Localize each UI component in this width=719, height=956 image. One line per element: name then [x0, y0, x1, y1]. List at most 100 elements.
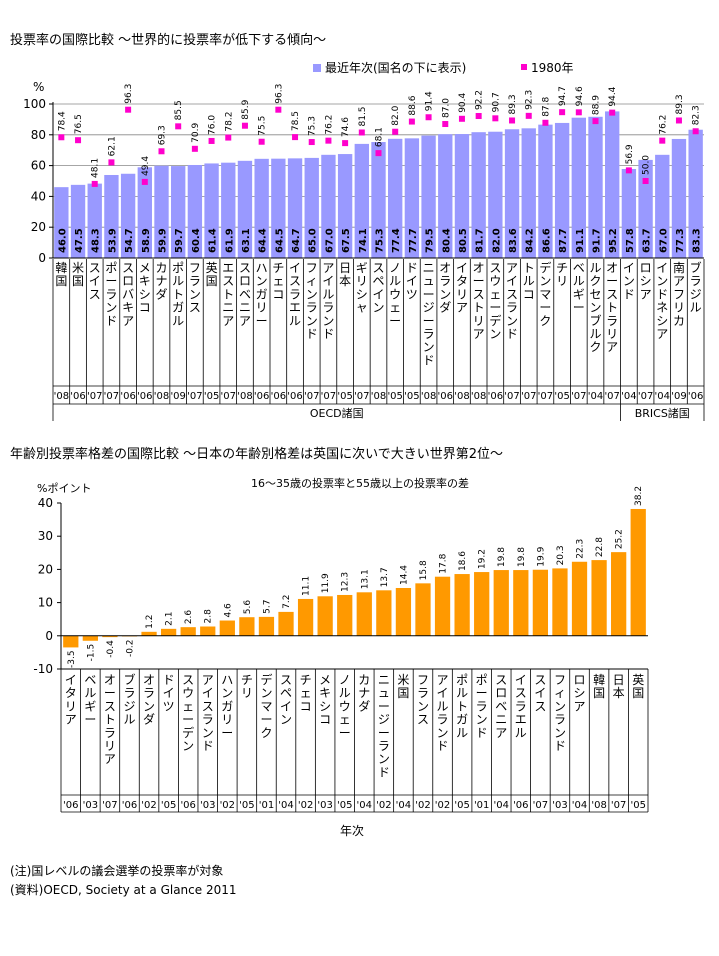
year-label: '07	[102, 800, 117, 811]
year-label: '03	[200, 800, 215, 811]
category-label: スペイン	[280, 673, 292, 727]
bar-recent	[371, 142, 386, 258]
year-label: '07	[87, 391, 102, 402]
category-label: 英国	[632, 673, 644, 700]
bar	[317, 596, 333, 636]
bar-value-label: 12.3	[341, 572, 351, 592]
bar-value-label: 75.3	[375, 228, 386, 253]
bar-recent	[638, 159, 653, 258]
year-label: '02	[435, 800, 450, 811]
category-label: イスラエル	[515, 673, 527, 740]
marker-value-label: 88.6	[408, 95, 418, 115]
bar-value-label: 61.9	[224, 228, 235, 253]
bar-value-label: 79.5	[425, 228, 436, 253]
category-label: チェコ	[272, 261, 284, 301]
year-label: '02	[141, 800, 156, 811]
bar-value-label: 86.6	[541, 228, 552, 253]
category-label: アイルランド	[322, 261, 334, 341]
bar-value-label: 64.5	[274, 228, 285, 253]
bar-recent	[304, 157, 319, 258]
legend-swatch-1980	[521, 64, 527, 70]
bar-recent	[621, 168, 637, 258]
bar	[239, 617, 255, 636]
y-tick-label: 40	[31, 189, 46, 203]
category-label: オーストラリア	[104, 673, 116, 766]
category-label: イタリア	[65, 673, 77, 727]
marker-1980	[675, 117, 682, 124]
bar-recent	[571, 117, 586, 259]
bar-recent	[271, 158, 286, 258]
age-gap-chart: 年齢別投票率格差の国際比較 ～日本の年齢別格差は英国に次いで大きい世界第2位～ 1…	[10, 446, 649, 838]
category-label: スウェーデン	[489, 261, 501, 341]
bar	[63, 635, 79, 648]
marker-1980	[91, 180, 98, 187]
category-label: ポーランド	[105, 261, 117, 328]
bar	[532, 569, 549, 636]
bar-value-label: 17.8	[439, 553, 449, 573]
group-label: BRICS諸国	[635, 406, 690, 420]
group-label: OECD諸国	[310, 406, 364, 420]
bar-value-label: 61.4	[208, 228, 219, 253]
marker-1980	[258, 138, 265, 145]
bar-value-label: 1.2	[145, 614, 155, 628]
bar-value-label: 54.7	[124, 228, 135, 253]
bar-value-label: 20.3	[556, 545, 566, 565]
bar	[395, 587, 412, 636]
category-label: フィンランド	[554, 673, 566, 753]
marker-1980	[475, 113, 482, 120]
bar-value-label: 2.6	[184, 610, 194, 625]
bar-recent	[287, 158, 303, 258]
bar-value-label: 82.0	[491, 228, 502, 253]
category-label: ポルトガル	[456, 673, 468, 740]
marker-value-label: 76.2	[658, 115, 668, 135]
chart2-ylabel: %ポイント	[37, 482, 91, 495]
bar-value-label: 48.3	[91, 228, 102, 253]
bar-value-label: 13.1	[360, 569, 370, 589]
marker-value-label: 96.3	[124, 84, 134, 104]
marker-value-label: 48.1	[91, 158, 101, 178]
category-label: メキシコ	[139, 261, 151, 315]
bar	[552, 568, 568, 636]
y-tick-label: 40	[38, 496, 53, 510]
bar-recent	[70, 184, 86, 258]
marker-1980	[358, 129, 365, 136]
bar-recent	[137, 167, 152, 258]
marker-value-label: 78.5	[291, 111, 301, 131]
year-label: '05	[630, 800, 645, 811]
bar-value-label: 65.0	[308, 228, 319, 253]
marker-value-label: 75.5	[258, 116, 268, 136]
bar-value-label: 64.4	[258, 228, 269, 253]
category-label: オーストリア	[473, 261, 485, 341]
bar-value-label: 74.1	[358, 228, 369, 253]
marker-value-label: 81.5	[358, 106, 368, 126]
year-label: '08	[591, 800, 606, 811]
bar-value-label: 47.5	[74, 228, 85, 253]
bar-recent	[471, 132, 486, 258]
category-label: スロベニア	[495, 673, 507, 740]
bar-recent	[354, 143, 369, 258]
category-label: フランス	[417, 673, 429, 727]
bar-recent	[521, 128, 536, 258]
bar-value-label: 22.8	[595, 537, 605, 557]
bar-value-label: 18.6	[458, 551, 468, 571]
marker-value-label: 56.9	[625, 144, 635, 164]
bar-recent	[187, 164, 203, 258]
bar-recent	[454, 134, 470, 258]
marker-value-label: 50.0	[642, 155, 652, 175]
category-label: スロバキア	[122, 261, 134, 328]
category-label: デンマーク	[260, 672, 272, 740]
bar-value-label: 80.5	[458, 228, 469, 253]
year-label: '01	[474, 800, 489, 811]
year-label: '04	[357, 800, 372, 811]
marker-value-label: 82.0	[391, 105, 401, 125]
bar-recent	[554, 122, 570, 258]
marker-1980	[575, 109, 582, 116]
category-label: ドイツ	[163, 673, 175, 713]
bar-value-label: 59.7	[174, 228, 185, 253]
category-label: ロシア	[574, 673, 586, 713]
marker-1980	[275, 106, 282, 113]
bar	[630, 508, 646, 636]
source-text: (資料)OECD, Society at a Glance 2011	[10, 883, 237, 897]
chart2-subtitle: 16～35歳の投票率と55歳以上の投票率の差	[251, 476, 469, 490]
category-label: ギリシャ	[356, 261, 368, 315]
